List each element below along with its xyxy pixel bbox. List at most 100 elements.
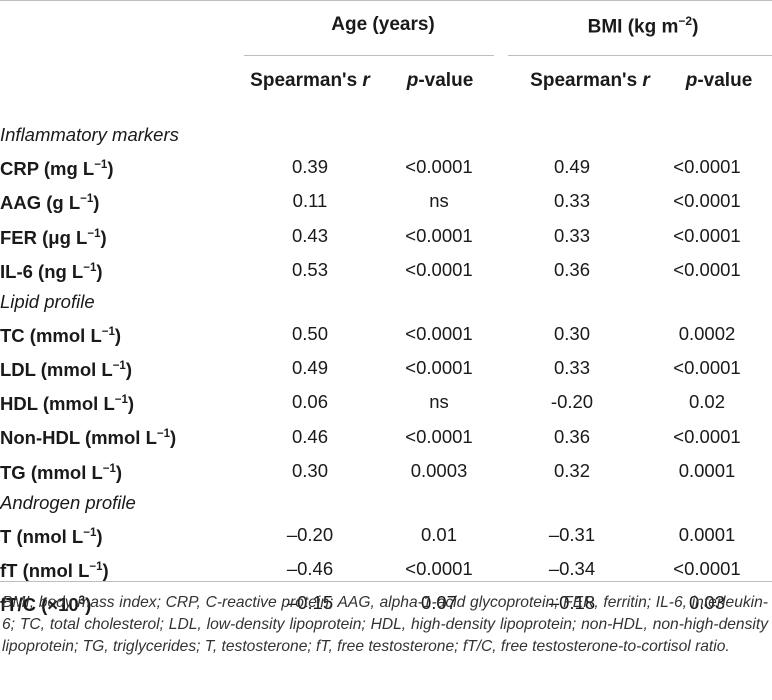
section-label: Lipid profile	[0, 290, 95, 312]
bmi-r-cell: 0.33	[553, 190, 590, 212]
bottom-rule	[0, 581, 772, 582]
section-row: Androgen profile	[0, 488, 772, 518]
row-label: CRP (mg L−1)	[0, 150, 244, 184]
bmi-r-cell: 0.30	[553, 323, 590, 345]
row-label-sup: −1	[83, 526, 97, 539]
age-spearman-header: Spearman's r	[244, 70, 376, 92]
bmi-r-cell: –0.18	[548, 592, 596, 614]
bmi-r-cell: 0.36	[553, 258, 590, 280]
row-label-text: CRP (mg L	[0, 158, 95, 180]
row-label-text: T (nmol L	[0, 526, 84, 548]
row-label-text: FER (μg L	[0, 226, 88, 248]
age-pvalue-p: p	[406, 70, 419, 91]
age-p-cell: ns	[429, 190, 449, 212]
row-label-tail: )	[127, 393, 135, 415]
bmi-p-cell: <0.0001	[673, 156, 741, 178]
bmi-p-cell: <0.0001	[673, 224, 741, 246]
row-label-text: TG (mmol L	[0, 461, 103, 483]
row-label-text: IL-6 (ng L	[0, 260, 84, 282]
table-row: fT (nmol L−1) –0.46 <0.0001 –0.34 <0.0001	[0, 552, 772, 586]
age-spearman-r: r	[362, 70, 370, 91]
row-label-tail: )	[170, 427, 177, 449]
row-label-text: LDL (mmol L	[0, 359, 113, 381]
data-table: Inflammatory markers CRP (mg L−1) 0.39 <0.0…	[0, 120, 772, 620]
table-row: HDL (mmol L−1) 0.06 ns -0.20 0.02	[0, 385, 772, 419]
row-label: AAG (g L−1)	[0, 184, 244, 218]
bmi-p-cell: <0.0001	[673, 357, 741, 379]
row-label-sup: −1	[156, 428, 171, 441]
row-label-text: fT/C (×10	[0, 594, 79, 616]
bmi-p-cell: <0.0001	[673, 558, 741, 580]
age-r-cell: 0.06	[291, 391, 328, 413]
row-label-text: AAG (g L	[0, 192, 81, 214]
row-label: TC (mmol L−1)	[0, 317, 244, 351]
table-row: FER (μg L−1) 0.43 <0.0001 0.33 <0.0001	[0, 219, 772, 253]
table-row: Non-HDL (mmol L−1) 0.46 <0.0001 0.36 <0.0001	[0, 419, 772, 453]
bmi-p-cell: 0.0001	[678, 524, 736, 546]
bmi-pvalue-text: -value	[697, 70, 753, 91]
section-label: Androgen profile	[0, 491, 136, 513]
age-r-cell: 0.11	[292, 190, 328, 212]
row-label-sup: −1	[112, 360, 126, 373]
table-row: TC (mmol L−1) 0.50 <0.0001 0.30 0.0002	[0, 317, 772, 351]
bmi-group-header: BMI (kg m−2)	[514, 14, 772, 38]
age-p-cell: <0.0001	[405, 323, 473, 345]
bmi-pvalue-p: p	[685, 70, 698, 91]
row-label: IL-6 (ng L−1)	[0, 253, 244, 287]
row-label-tail: )	[100, 226, 107, 248]
bmi-r-cell: 0.49	[553, 156, 590, 178]
row-label-tail: )	[96, 260, 103, 282]
table-row: LDL (mmol L−1) 0.49 <0.0001 0.33 <0.0001	[0, 351, 772, 385]
bmi-p-cell: <0.0001	[673, 425, 741, 447]
top-rule	[0, 0, 772, 1]
row-label: HDL (mmol L−1)	[0, 385, 244, 419]
row-label-tail: )	[93, 192, 100, 214]
age-p-cell: 0.01	[420, 524, 457, 546]
bmi-group-underline	[508, 55, 772, 56]
age-r-cell: 0.39	[291, 156, 328, 178]
age-p-cell: 0.07	[420, 592, 457, 614]
age-pvalue-text: -value	[418, 70, 474, 91]
row-label-tail: )	[107, 158, 114, 180]
row-label-tail: )	[96, 526, 103, 548]
table-footnote: BMI, body mass index; CRP, C-reactive pr…	[2, 594, 768, 655]
age-r-cell: 0.49	[291, 357, 328, 379]
bmi-r-cell: 0.33	[553, 224, 590, 246]
row-label-sup: −1	[83, 261, 97, 274]
row-label-tail: )	[125, 359, 133, 381]
row-label: TG (mmol L−1)	[0, 454, 244, 488]
row-label-sup: −1	[102, 462, 116, 475]
age-group-header: Age (years)	[331, 14, 435, 35]
age-group-underline	[244, 55, 494, 56]
row-label-sup: 3	[78, 595, 86, 608]
bmi-spearman-r: r	[642, 70, 650, 91]
bmi-p-cell: 0.0001	[678, 459, 736, 481]
bmi-title-prefix: BMI (kg m	[587, 16, 679, 38]
age-p-cell: <0.0001	[405, 224, 473, 246]
age-r-cell: 0.53	[291, 258, 328, 280]
row-label-tail: )	[115, 461, 123, 483]
bmi-r-cell: -0.20	[550, 391, 594, 413]
section-row: Lipid profile	[0, 287, 772, 317]
bmi-pvalue-header: p-value	[666, 70, 772, 92]
age-p-cell: <0.0001	[405, 558, 473, 580]
row-label-text: Non-HDL (mmol L	[0, 427, 157, 449]
age-r-cell: –0.15	[286, 592, 334, 614]
table-row: AAG (g L−1) 0.11 ns 0.33 <0.0001	[0, 184, 772, 218]
table-row: IL-6 (ng L−1) 0.53 <0.0001 0.36 <0.0001	[0, 253, 772, 287]
age-r-cell: –0.20	[286, 524, 334, 546]
row-label: Non-HDL (mmol L−1)	[0, 419, 244, 453]
section-label: Inflammatory markers	[0, 124, 179, 146]
age-p-cell: 0.0003	[410, 459, 468, 481]
row-label-sup: −1	[87, 227, 101, 240]
table-row: CRP (mg L−1) 0.39 <0.0001 0.49 <0.0001	[0, 150, 772, 184]
age-pvalue-header: p-value	[380, 70, 500, 92]
age-p-cell: <0.0001	[405, 156, 473, 178]
bmi-r-cell: 0.33	[553, 357, 590, 379]
age-r-cell: 0.43	[291, 224, 328, 246]
row-label: fT/C (×103)	[0, 586, 244, 620]
table-row: T (nmol L−1) –0.20 0.01 –0.31 0.0001	[0, 518, 772, 552]
bmi-r-cell: 0.36	[553, 425, 590, 447]
bmi-title-suffix: )	[692, 16, 699, 38]
bmi-p-cell: 0.03	[688, 592, 725, 614]
